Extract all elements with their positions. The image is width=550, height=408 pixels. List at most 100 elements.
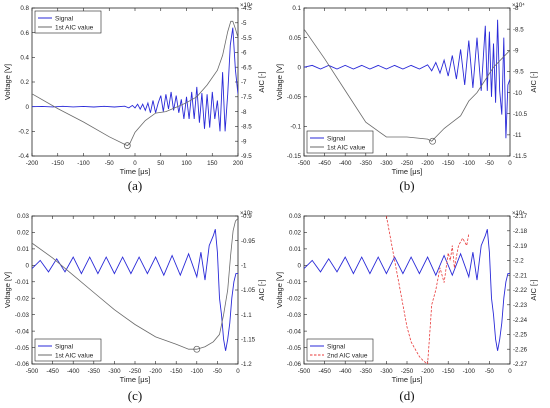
y-tick-label-right: -10 xyxy=(513,90,523,97)
x-tick-label: -500 xyxy=(298,368,311,375)
x-tick-label: -350 xyxy=(88,368,101,375)
aic-minimum-marker xyxy=(193,345,201,353)
y-tick-label-left: -0.06 xyxy=(15,361,30,368)
x-tick-label: -500 xyxy=(26,368,39,375)
chart-panel: -500 -450 -400 -350 -300 -250 -200 -150 -100 -50 0… xyxy=(3,210,266,403)
x-tick-label: -50 xyxy=(485,368,495,375)
y-tick-label-left: 0 xyxy=(298,263,302,270)
x-tick-label: -350 xyxy=(360,368,373,375)
y-tick-label-left: 0.01 xyxy=(289,246,302,253)
y-axis-label-right: AIC [-] xyxy=(529,71,538,92)
y-tick-label-left: -0.15 xyxy=(287,153,302,160)
y-tick-label-left: -0.4 xyxy=(18,153,29,160)
y-tick-label-right: -11.5 xyxy=(513,153,527,160)
y-tick-label-right: -2.22 xyxy=(513,287,528,294)
x-tick-label: -400 xyxy=(67,368,80,375)
y-tick-label-left: 0 xyxy=(298,64,302,71)
y-tick-label-left: 0 xyxy=(26,104,30,111)
y-tick-label-left: -0.05 xyxy=(287,94,302,101)
y-axis-label-left: Voltage [V] xyxy=(275,272,284,308)
x-tick-label: -200 xyxy=(421,368,434,375)
legend-label: Signal xyxy=(327,135,346,142)
x-tick-label: -150 xyxy=(442,368,455,375)
y-tick-label-right: -7.5 xyxy=(241,94,252,101)
y-tick-label-right: -9.5 xyxy=(513,69,524,76)
y-tick-label-left: -0.03 xyxy=(15,312,30,319)
x-tick-label: -400 xyxy=(339,368,352,375)
x-tick-label: -450 xyxy=(318,160,331,167)
x-axis-label: Time [μs] xyxy=(392,375,423,384)
legend: Signal 1st AIC value xyxy=(34,338,102,362)
x-tick-label: -300 xyxy=(380,160,393,167)
y-tick-label-right: -8.5 xyxy=(241,124,252,131)
y-tick-label-left: 0.03 xyxy=(289,213,302,220)
y-tick-label-left: 0.6 xyxy=(20,30,29,37)
y-axis-label-right: AIC [-] xyxy=(257,71,266,92)
y-tick-label-left: 0.02 xyxy=(289,230,302,237)
y-tick-label-right: -0.95 xyxy=(241,238,256,245)
right-axis-exponent: ×10⁴ xyxy=(512,210,525,217)
y-axis-label-left: Voltage [V] xyxy=(275,64,284,100)
y-axis-label-right: AIC [-] xyxy=(529,279,538,300)
x-tick-label: -100 xyxy=(191,368,204,375)
y-tick-label-right: -8 xyxy=(513,5,519,12)
y-tick-label-left: -0.04 xyxy=(15,328,30,335)
x-tick-label: 0 xyxy=(236,368,240,375)
series-line-aic xyxy=(386,216,470,364)
x-tick-label: -150 xyxy=(170,368,183,375)
y-tick-label-left: -0.06 xyxy=(287,361,302,368)
y-tick-label-right: -2.18 xyxy=(513,228,528,235)
y-tick-label-left: 0.03 xyxy=(17,213,30,220)
y-tick-label-right: -2.21 xyxy=(513,272,528,279)
x-tick-label: 0 xyxy=(508,368,512,375)
y-axis-label-left: Voltage [V] xyxy=(3,272,12,308)
x-axis-label: Time [μs] xyxy=(392,167,423,176)
chart-panel: -500 -450 -400 -350 -300 -250 -200 -150 -100 -50 0… xyxy=(275,210,538,403)
legend-label: 1st AIC value xyxy=(55,352,94,359)
legend-label: 1st AIC value xyxy=(55,24,94,31)
y-tick-label-right: -1.05 xyxy=(241,287,256,294)
legend: Signal 2nd AIC value xyxy=(306,338,374,362)
y-tick-label-right: -4.5 xyxy=(241,5,252,12)
x-tick-label: -50 xyxy=(105,160,115,167)
y-tick-label-right: -6 xyxy=(241,50,247,57)
x-tick-label: 0 xyxy=(133,160,137,167)
y-tick-label-right: -2.19 xyxy=(513,243,528,250)
y-tick-label-left: 0.2 xyxy=(20,79,29,86)
y-tick-label-right: -5 xyxy=(241,20,247,27)
x-tick-label: -100 xyxy=(77,160,90,167)
y-tick-label-right: -2.25 xyxy=(513,332,528,339)
y-tick-label-left: 0.1 xyxy=(292,5,301,12)
y-tick-label-left: 0.8 xyxy=(20,5,29,12)
legend-label: Signal xyxy=(55,343,74,350)
panel-caption: (b) xyxy=(399,178,414,193)
y-tick-label-left: 0.01 xyxy=(17,246,30,253)
x-tick-label: -450 xyxy=(46,368,59,375)
legend-label: Signal xyxy=(55,15,74,22)
y-tick-label-left: -0.02 xyxy=(287,295,302,302)
right-axis-exponent: ×10⁴ xyxy=(240,2,253,9)
y-tick-label-left: 0.05 xyxy=(289,35,302,42)
y-tick-label-left: -0.03 xyxy=(287,312,302,319)
right-axis-exponent: ×10⁵ xyxy=(240,210,253,217)
x-axis-label: Time [μs] xyxy=(120,167,151,176)
y-tick-label-left: -0.05 xyxy=(287,345,302,352)
x-tick-label: 150 xyxy=(207,160,218,167)
y-tick-label-right: -2.27 xyxy=(513,361,528,368)
x-tick-label: -300 xyxy=(380,368,393,375)
y-tick-label-right: -0.9 xyxy=(241,213,252,220)
series-line-signal xyxy=(32,229,238,351)
x-tick-label: -450 xyxy=(318,368,331,375)
y-tick-label-left: 0 xyxy=(26,263,30,270)
series-line-aic xyxy=(32,20,238,147)
x-axis-label: Time [μs] xyxy=(120,375,151,384)
y-tick-label-right: -1.2 xyxy=(241,361,252,368)
x-tick-label: 100 xyxy=(181,160,192,167)
x-tick-label: 200 xyxy=(233,160,244,167)
y-tick-label-left: -0.05 xyxy=(15,345,30,352)
y-tick-label-left: 0.02 xyxy=(17,230,30,237)
y-tick-label-right: -5.5 xyxy=(241,35,252,42)
y-tick-label-left: 0.4 xyxy=(20,55,29,62)
legend: Signal 1st AIC value xyxy=(34,10,102,34)
